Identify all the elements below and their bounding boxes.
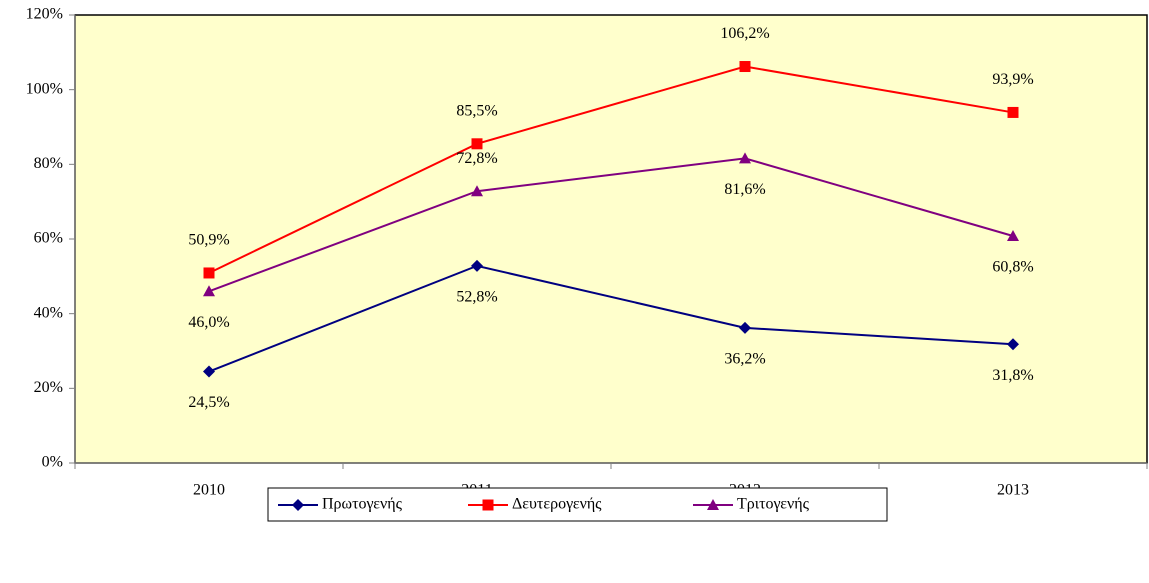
marker [739,152,751,164]
series-line [208,65,1014,274]
legend-marker [482,499,494,511]
marker [739,61,751,73]
legend-label: Δευτερογενής [512,496,602,513]
marker [1007,230,1019,242]
legend-box [267,487,888,522]
data-label: 50,9% [188,232,229,249]
y-tick-label: 60% [34,230,63,247]
legend-marker [707,499,719,510]
marker [471,259,483,272]
legend-marker [292,499,304,511]
data-label: 72,8% [456,150,497,167]
y-tick-label: 40% [34,304,63,321]
marker [1007,106,1019,118]
legend-label: Τριτογενής [737,496,810,513]
y-tick-label: 80% [34,155,63,172]
marker [739,321,751,334]
series-line [208,157,1014,293]
data-label: 24,5% [188,394,229,411]
data-label: 36,2% [724,351,765,368]
legend: Πρωτογενής Δευτερογενής Τριτογενής [267,487,888,522]
marker [471,138,483,150]
data-label: 46,0% [188,314,229,331]
marker [203,267,215,279]
data-label: 93,9% [992,71,1033,88]
marker [471,185,483,197]
series-line [208,264,1014,373]
data-label: 60,8% [992,259,1033,276]
y-tick-label: 20% [34,379,63,396]
marker [1007,338,1019,351]
legend-label: Πρωτογενής [322,496,403,513]
data-label: 52,8% [456,289,497,306]
marker [203,285,215,297]
y-tick-label: 120% [26,6,63,23]
data-label: 81,6% [724,181,765,198]
data-label: 85,5% [456,102,497,119]
data-label: 106,2% [720,25,769,42]
x-tick-label: 2013 [997,482,1029,499]
plot-area [74,14,1148,464]
marker [203,365,215,378]
y-tick-label: 0% [42,454,63,471]
x-tick-label: 2010 [193,482,225,499]
y-tick-label: 100% [26,80,63,97]
data-label: 31,8% [992,367,1033,384]
